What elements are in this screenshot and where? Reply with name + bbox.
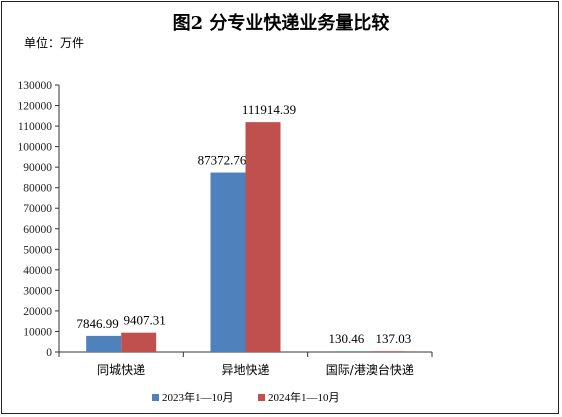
y-tick-label: 120000 <box>18 101 53 113</box>
data-label: 7846.99 <box>77 316 119 331</box>
y-tick-label: 100000 <box>18 142 53 154</box>
plot-area: 0 10000 20000 30000 40000 50000 60000 70000 8000… <box>18 80 433 377</box>
y-tick-label: 50000 <box>23 244 52 256</box>
bar <box>369 351 405 352</box>
bar <box>245 122 281 353</box>
data-label: 137.03 <box>375 331 411 346</box>
y-tick-label: 90000 <box>23 162 52 174</box>
legend-swatch <box>258 394 265 401</box>
legend-swatch <box>152 394 159 401</box>
y-tick-label: 70000 <box>23 203 52 215</box>
y-tick-label: 130000 <box>18 80 53 92</box>
legend: 2023年1—10月 2024年1—10月 <box>152 390 340 404</box>
bar <box>121 332 157 352</box>
y-tick-label: 60000 <box>23 224 52 236</box>
data-label: 111914.39 <box>242 102 296 117</box>
x-category-label: 异地快递 <box>221 363 269 377</box>
y-tick-label: 30000 <box>23 285 52 297</box>
y-tick-label: 10000 <box>23 326 52 338</box>
unit-label: 单位：万件 <box>24 35 84 50</box>
bar <box>210 172 246 352</box>
y-tick-label: 80000 <box>23 183 52 195</box>
y-tick-label: 20000 <box>23 306 52 318</box>
data-label: 130.46 <box>328 331 364 346</box>
y-tick-label: 0 <box>46 347 52 359</box>
bar <box>86 335 122 352</box>
bar <box>334 351 370 352</box>
data-label: 87372.76 <box>198 153 247 168</box>
y-tick-label: 110000 <box>18 121 52 133</box>
legend-label: 2024年1—10月 <box>268 390 340 404</box>
x-category-label: 国际/港澳台快递 <box>326 362 414 377</box>
legend-label: 2023年1—10月 <box>162 390 234 404</box>
y-tick-label: 40000 <box>23 265 52 277</box>
data-label: 9407.31 <box>124 313 166 328</box>
x-category-label: 同城快递 <box>97 363 145 377</box>
chart-title: 图2 分专业快递业务量比较 <box>173 12 390 34</box>
